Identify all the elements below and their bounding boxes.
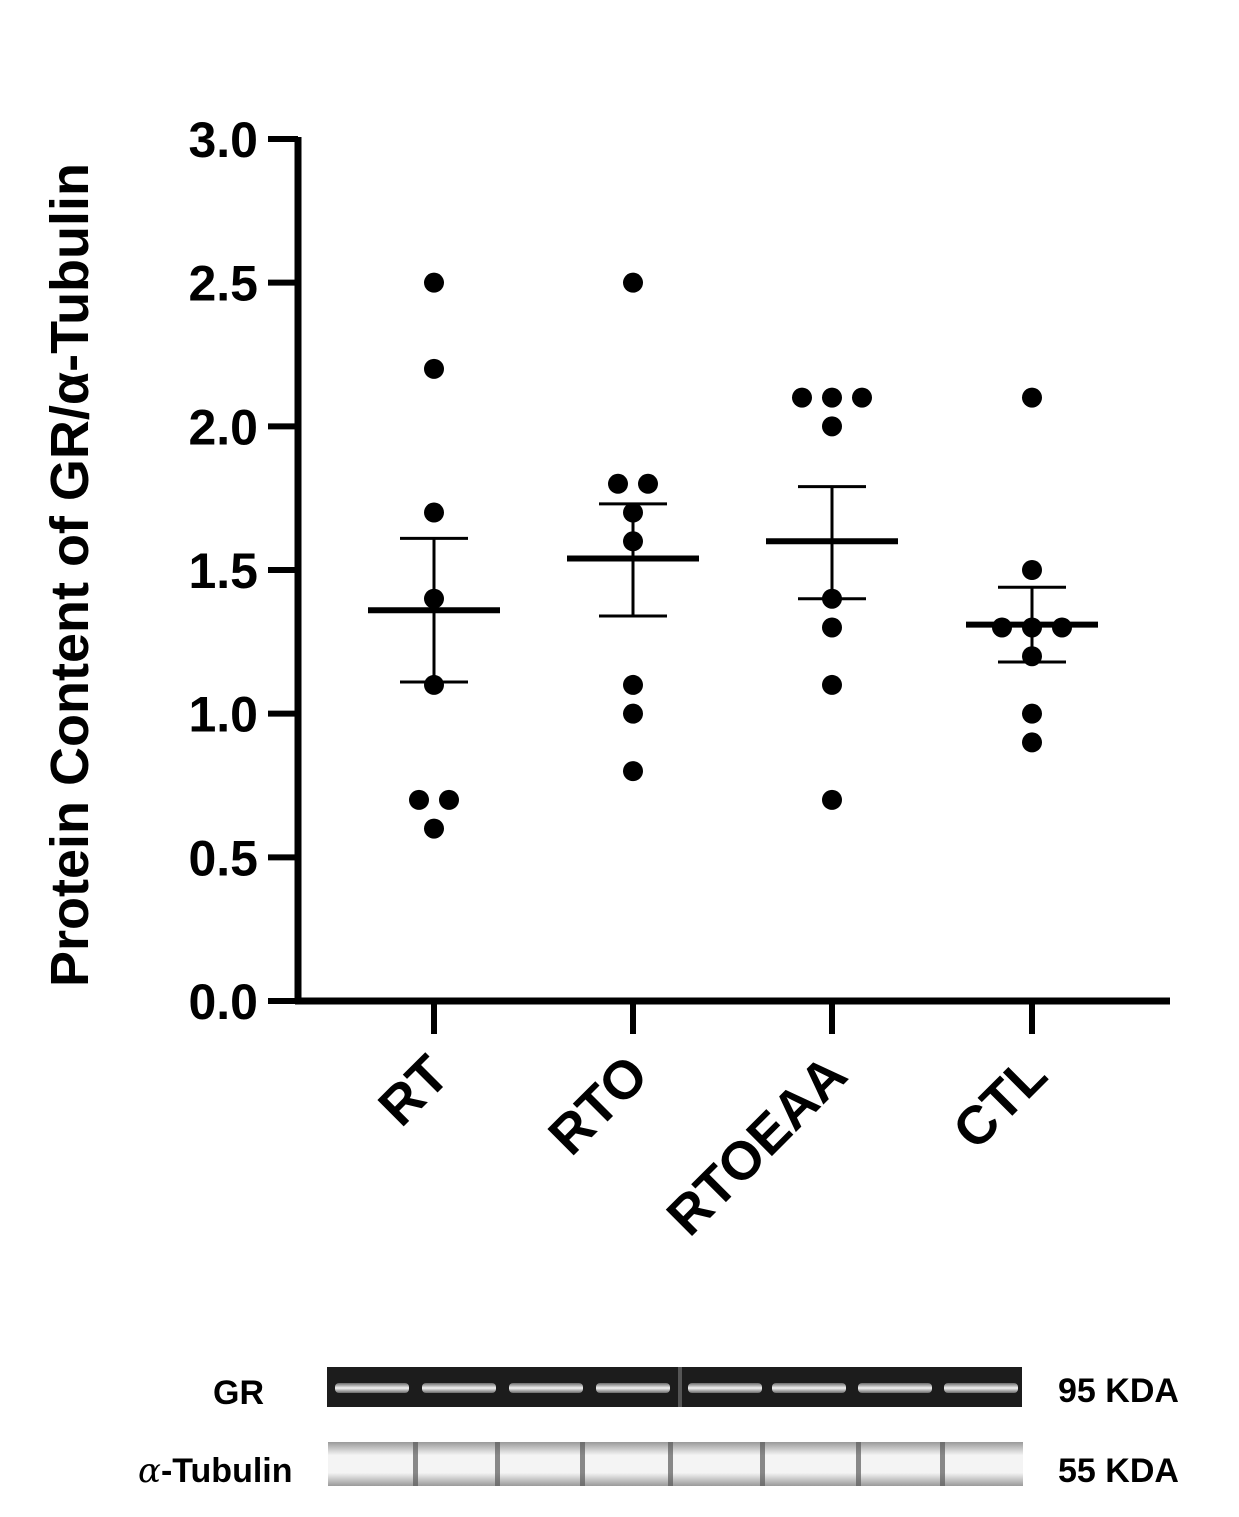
y-ticks: 0.0 0.5 1.0 1.5 2.0 2.5 3.0 bbox=[188, 112, 298, 1030]
western-blot: GR 95 KDA α-Tubulin 55 KDA bbox=[138, 1367, 1179, 1491]
y-tick-label: 3.0 bbox=[188, 112, 258, 168]
y-tick-label: 0.5 bbox=[188, 830, 258, 886]
tubulin-lane-gap bbox=[580, 1442, 585, 1486]
data-point bbox=[424, 502, 444, 523]
error-bars bbox=[368, 485, 1098, 684]
data-point bbox=[424, 818, 444, 839]
y-tick-label: 2.0 bbox=[188, 399, 258, 455]
gr-label: GR bbox=[213, 1374, 264, 1412]
data-point bbox=[424, 272, 444, 293]
data-point bbox=[608, 473, 628, 494]
data-point bbox=[792, 387, 812, 408]
data-point bbox=[1022, 732, 1042, 753]
data-point bbox=[638, 473, 658, 494]
tubulin-lane-gap bbox=[856, 1442, 861, 1486]
data-point bbox=[822, 617, 842, 638]
data-point bbox=[822, 789, 842, 810]
tubulin-lane-gaps bbox=[413, 1442, 945, 1486]
x-category-label: RT bbox=[367, 1044, 460, 1137]
gr-size-label: 95 KDA bbox=[1058, 1372, 1179, 1410]
data-point bbox=[1022, 387, 1042, 408]
gr-band bbox=[509, 1383, 583, 1393]
data-point bbox=[424, 674, 444, 695]
data-point bbox=[822, 387, 842, 408]
gr-band bbox=[944, 1383, 1018, 1393]
data-point bbox=[623, 761, 643, 782]
tubulin-size-label: 55 KDA bbox=[1058, 1452, 1179, 1490]
gr-band bbox=[596, 1383, 670, 1393]
y-axis-label: Protein Content of GR/α-Tubulin bbox=[40, 163, 100, 987]
y-tick-label: 2.5 bbox=[188, 256, 258, 312]
data-point bbox=[822, 416, 842, 437]
y-tick-label: 0.0 bbox=[188, 974, 258, 1030]
data-points bbox=[409, 272, 1072, 839]
tubulin-lane-gap bbox=[668, 1442, 673, 1486]
data-point bbox=[852, 387, 872, 408]
data-point bbox=[822, 674, 842, 695]
x-category-label: RTOEAA bbox=[656, 1044, 859, 1247]
gr-bands bbox=[335, 1383, 1018, 1393]
tubulin-blot-strip bbox=[328, 1442, 1023, 1486]
data-point bbox=[623, 674, 643, 695]
x-category-label: CTL bbox=[942, 1044, 1059, 1161]
tubulin-label-text: -Tubulin bbox=[161, 1452, 293, 1490]
data-point bbox=[623, 703, 643, 724]
x-category-label: RTO bbox=[537, 1044, 659, 1166]
data-point bbox=[1022, 560, 1042, 580]
gr-band bbox=[772, 1383, 846, 1393]
gr-band bbox=[335, 1383, 409, 1393]
data-point bbox=[623, 272, 643, 293]
y-tick-label: 1.5 bbox=[188, 543, 258, 599]
data-point bbox=[439, 789, 459, 810]
data-point bbox=[424, 358, 444, 379]
alpha-symbol: α bbox=[138, 1451, 161, 1491]
gr-band bbox=[688, 1383, 762, 1393]
y-tick-label: 1.0 bbox=[188, 687, 258, 743]
data-point bbox=[1022, 703, 1042, 724]
tubulin-lane-gap bbox=[413, 1442, 418, 1486]
gr-band bbox=[858, 1383, 932, 1393]
gr-blot-divider bbox=[678, 1367, 682, 1407]
gr-band bbox=[422, 1383, 496, 1393]
tubulin-label: α-Tubulin bbox=[138, 1451, 293, 1491]
tubulin-lane-gap bbox=[760, 1442, 765, 1486]
data-point bbox=[409, 789, 429, 810]
tubulin-lane-gap bbox=[940, 1442, 945, 1486]
tubulin-lane-gap bbox=[495, 1442, 500, 1486]
